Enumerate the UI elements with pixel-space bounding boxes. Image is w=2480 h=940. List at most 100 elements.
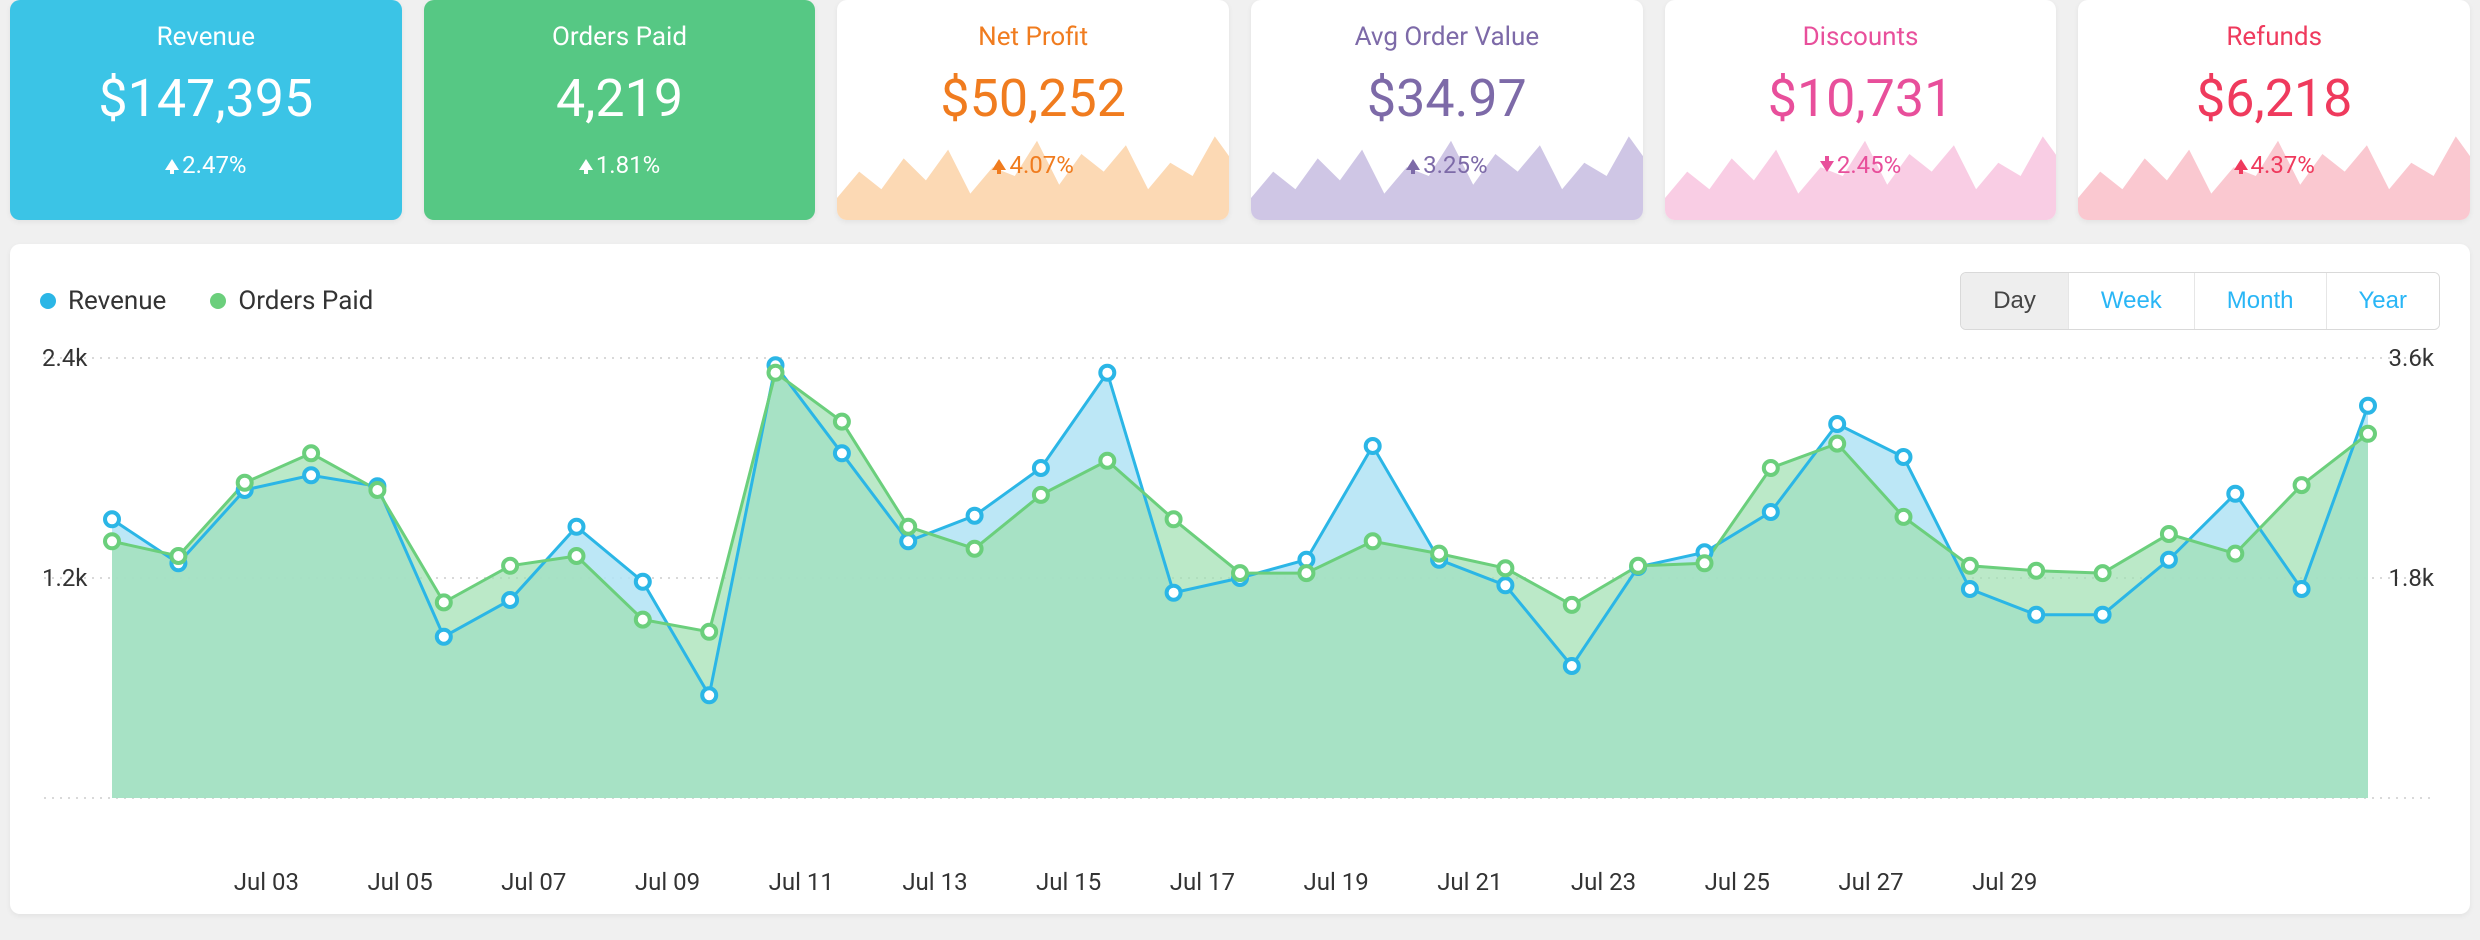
data-point-revenue[interactable] <box>2361 399 2375 413</box>
data-point-orders[interactable] <box>1432 547 1446 561</box>
arrow-up-icon <box>2234 159 2243 172</box>
data-point-revenue[interactable] <box>1498 578 1512 592</box>
data-point-orders[interactable] <box>2361 427 2375 441</box>
data-point-revenue[interactable] <box>304 468 318 482</box>
data-point-orders[interactable] <box>1233 566 1247 580</box>
data-point-orders[interactable] <box>1897 510 1911 524</box>
kpi-card-netprofit[interactable]: Net Profit$50,2524.07% <box>837 0 1229 220</box>
y-right-tick-label: 1.8k <box>2389 564 2434 592</box>
data-point-orders[interactable] <box>437 595 451 609</box>
kpi-title: Orders Paid <box>424 0 816 52</box>
data-point-orders[interactable] <box>370 483 384 497</box>
legend-item[interactable]: Orders Paid <box>210 286 373 316</box>
data-point-revenue[interactable] <box>1764 505 1778 519</box>
data-point-orders[interactable] <box>1167 512 1181 526</box>
data-point-revenue[interactable] <box>1830 417 1844 431</box>
data-point-orders[interactable] <box>1698 556 1712 570</box>
data-point-orders[interactable] <box>238 476 252 490</box>
data-point-orders[interactable] <box>636 613 650 627</box>
data-point-orders[interactable] <box>702 625 716 639</box>
data-point-orders[interactable] <box>1565 598 1579 612</box>
data-point-orders[interactable] <box>901 520 915 534</box>
x-tick-label <box>1905 868 1972 896</box>
data-point-revenue[interactable] <box>968 509 982 523</box>
x-tick-label: Jul 27 <box>1838 868 1905 896</box>
data-point-revenue[interactable] <box>1167 586 1181 600</box>
data-point-revenue[interactable] <box>503 593 517 607</box>
data-point-orders[interactable] <box>1830 437 1844 451</box>
data-point-revenue[interactable] <box>570 520 584 534</box>
x-tick-label <box>167 868 234 896</box>
kpi-change: 2.45% <box>1665 129 2057 179</box>
data-point-orders[interactable] <box>769 366 783 380</box>
kpi-change-value: 2.47% <box>182 151 246 179</box>
x-tick-label <box>434 868 501 896</box>
data-point-orders[interactable] <box>968 542 982 556</box>
x-tick-label <box>2306 868 2373 896</box>
period-button-day[interactable]: Day <box>1961 273 2068 329</box>
kpi-change: 4.07% <box>837 129 1229 179</box>
legend-label: Revenue <box>68 286 166 316</box>
kpi-title: Refunds <box>2078 0 2470 52</box>
data-point-revenue[interactable] <box>702 688 716 702</box>
legend-item[interactable]: Revenue <box>40 286 166 316</box>
data-point-revenue[interactable] <box>2029 608 2043 622</box>
kpi-card-refunds[interactable]: Refunds$6,2184.37% <box>2078 0 2470 220</box>
kpi-change: 1.81% <box>424 129 816 179</box>
chart-plot-area: 1.2k2.4k1.8k3.6k <box>28 348 2452 868</box>
x-tick-label <box>1638 868 1705 896</box>
period-button-month[interactable]: Month <box>2194 273 2326 329</box>
data-point-revenue[interactable] <box>437 630 451 644</box>
data-point-revenue[interactable] <box>636 575 650 589</box>
period-button-week[interactable]: Week <box>2068 273 2194 329</box>
data-point-orders[interactable] <box>835 415 849 429</box>
data-point-orders[interactable] <box>2029 564 2043 578</box>
data-point-orders[interactable] <box>1498 561 1512 575</box>
data-point-orders[interactable] <box>1631 559 1645 573</box>
data-point-revenue[interactable] <box>2228 487 2242 501</box>
data-point-revenue[interactable] <box>1963 582 1977 596</box>
data-point-revenue[interactable] <box>1366 439 1380 453</box>
data-point-revenue[interactable] <box>2096 608 2110 622</box>
kpi-card-revenue[interactable]: Revenue$147,3952.47% <box>10 0 402 220</box>
x-tick-label: Jul 07 <box>501 868 568 896</box>
data-point-orders[interactable] <box>1299 566 1313 580</box>
data-point-revenue[interactable] <box>1100 366 1114 380</box>
kpi-card-aov[interactable]: Avg Order Value$34.973.25% <box>1251 0 1643 220</box>
data-point-orders[interactable] <box>570 549 584 563</box>
data-point-revenue[interactable] <box>2162 553 2176 567</box>
kpi-change-value: 4.37% <box>2251 151 2315 179</box>
data-point-revenue[interactable] <box>901 534 915 548</box>
period-button-year[interactable]: Year <box>2326 273 2440 329</box>
data-point-orders[interactable] <box>1034 488 1048 502</box>
x-tick-label <box>1370 868 1437 896</box>
data-point-orders[interactable] <box>304 446 318 460</box>
data-point-orders[interactable] <box>1963 559 1977 573</box>
kpi-card-discounts[interactable]: Discounts$10,7312.45% <box>1665 0 2057 220</box>
data-point-revenue[interactable] <box>1565 659 1579 673</box>
x-tick-label: Jul 15 <box>1036 868 1103 896</box>
arrow-up-icon <box>579 159 588 172</box>
data-point-revenue[interactable] <box>105 512 119 526</box>
data-point-revenue[interactable] <box>2295 582 2309 596</box>
data-point-orders[interactable] <box>2295 478 2309 492</box>
period-toggle[interactable]: DayWeekMonthYear <box>1960 272 2440 330</box>
kpi-change: 3.25% <box>1251 129 1643 179</box>
arrow-down-icon <box>1820 159 1829 172</box>
data-point-orders[interactable] <box>2162 527 2176 541</box>
data-point-orders[interactable] <box>503 559 517 573</box>
kpi-card-orders[interactable]: Orders Paid4,2191.81% <box>424 0 816 220</box>
x-tick-label <box>1771 868 1838 896</box>
kpi-value: $147,395 <box>10 52 402 129</box>
x-tick-label <box>1103 868 1170 896</box>
data-point-revenue[interactable] <box>1034 461 1048 475</box>
data-point-orders[interactable] <box>1764 461 1778 475</box>
data-point-orders[interactable] <box>2096 566 2110 580</box>
data-point-revenue[interactable] <box>835 446 849 460</box>
data-point-orders[interactable] <box>1100 454 1114 468</box>
data-point-revenue[interactable] <box>1897 450 1911 464</box>
data-point-orders[interactable] <box>171 549 185 563</box>
data-point-orders[interactable] <box>105 534 119 548</box>
data-point-orders[interactable] <box>1366 534 1380 548</box>
data-point-orders[interactable] <box>2228 547 2242 561</box>
